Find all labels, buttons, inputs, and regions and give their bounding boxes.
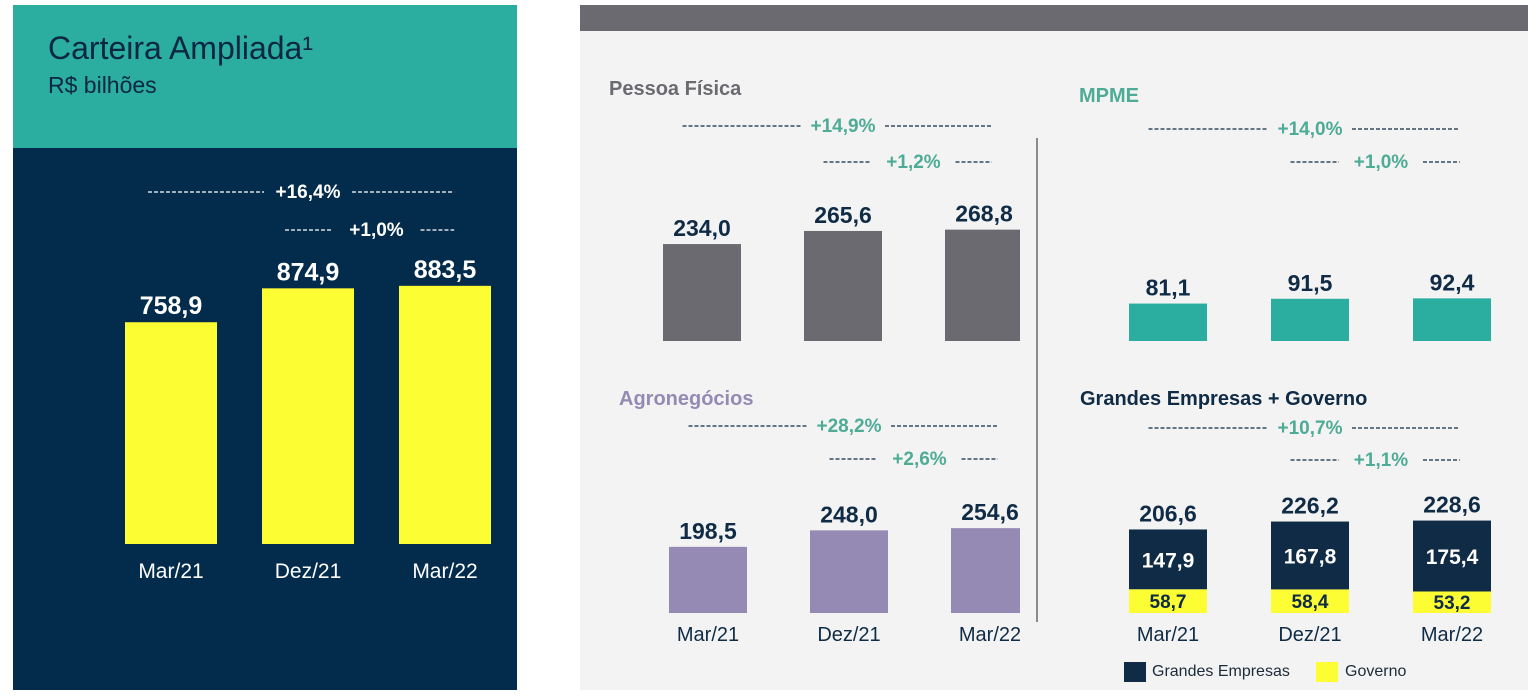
carteira-unit: R$ bilhões xyxy=(48,72,157,98)
category-label-carteira-0: Mar/21 xyxy=(138,560,203,583)
agro-title: Agronegócios xyxy=(619,388,754,410)
growth-label-gge-0: +10,7% xyxy=(1278,418,1343,439)
bar-label-governo-2: 53,2 xyxy=(1434,593,1471,614)
value-label-carteira-1: 874,9 xyxy=(277,258,340,286)
category-label-gge-0: Mar/21 xyxy=(1137,624,1199,646)
category-label-agro-2: Mar/22 xyxy=(959,624,1020,646)
growth-label-carteira-0: +16,4% xyxy=(276,182,341,203)
bar-grandes-empresas-1 xyxy=(1271,521,1349,590)
value-label-pf-0: 234,0 xyxy=(673,215,731,241)
growth-label-pf-0: +14,9% xyxy=(811,116,876,137)
value-label-mpme-2: 92,4 xyxy=(1430,269,1475,295)
value-label-carteira-2: 883,5 xyxy=(414,256,477,284)
value-label-mpme-1: 91,5 xyxy=(1288,270,1333,296)
growth-label-gge-1: +1,1% xyxy=(1354,450,1409,471)
growth-label-agro-1: +2,6% xyxy=(892,449,947,470)
bar-agro-2 xyxy=(951,528,1020,613)
bar-grandes-empresas-0 xyxy=(1129,529,1207,590)
segments-top-bar xyxy=(580,5,1528,31)
value-label-agro-1: 248,0 xyxy=(820,501,878,527)
bar-agro-0 xyxy=(669,546,747,613)
bar-governo-0 xyxy=(1129,589,1207,613)
value-label-pf-1: 265,6 xyxy=(814,202,872,228)
legend-label-governo: Governo xyxy=(1345,663,1407,680)
bar-agro-1 xyxy=(810,530,888,613)
pf-chart: 234,0 265,6 268,8 +14,9% +1,2% xyxy=(663,116,1020,341)
total-label-1: 226,2 xyxy=(1281,493,1339,519)
bar-label-governo-0: 58,7 xyxy=(1150,592,1187,613)
bar-carteira-0 xyxy=(125,322,217,544)
category-label-agro-0: Mar/21 xyxy=(677,624,739,646)
value-label-carteira-0: 758,9 xyxy=(140,292,203,320)
legend-swatch-governo xyxy=(1316,662,1338,682)
category-label-carteira-2: Mar/22 xyxy=(412,560,477,583)
bar-mpme-2 xyxy=(1413,298,1491,341)
agro-chart: 198,5 Mar/21 248,0 Dez/21 254,6 Mar/22 +28,2% +… xyxy=(669,416,1020,646)
bar-mpme-1 xyxy=(1271,298,1349,341)
category-label-gge-2: Mar/22 xyxy=(1421,624,1483,646)
bar-pf-1 xyxy=(804,230,882,341)
value-label-agro-0: 198,5 xyxy=(679,518,737,544)
category-label-carteira-1: Dez/21 xyxy=(275,560,342,583)
bar-label-governo-1: 58,4 xyxy=(1292,592,1329,613)
bar-governo-1 xyxy=(1271,589,1349,613)
growth-label-mpme-1: +1,0% xyxy=(1354,152,1409,173)
bar-label-grandes-empresas-0: 147,9 xyxy=(1142,549,1195,572)
legend-item-grandes-empresas: Grandes Empresas xyxy=(1124,661,1314,683)
legend-item-governo: Governo xyxy=(1316,661,1426,683)
growth-label-carteira-1: +1,0% xyxy=(349,220,404,241)
value-label-pf-2: 268,8 xyxy=(955,201,1013,227)
segments-divider xyxy=(1036,138,1038,622)
total-label-2: 228,6 xyxy=(1423,492,1481,518)
category-label-gge-1: Dez/21 xyxy=(1278,624,1341,646)
bar-grandes-empresas-2 xyxy=(1413,520,1491,592)
bar-pf-2 xyxy=(945,229,1020,341)
carteira-chart: 758,9 Mar/21 874,9 Dez/21 883,5 Mar/22 +16,4% +… xyxy=(125,182,491,583)
bar-label-grandes-empresas-1: 167,8 xyxy=(1284,545,1337,568)
pf-title: Pessoa Física xyxy=(609,78,742,100)
value-label-mpme-0: 81,1 xyxy=(1146,275,1191,301)
carteira-title: Carteira Ampliada¹ xyxy=(48,30,313,66)
growth-label-pf-1: +1,2% xyxy=(886,152,941,173)
bar-label-grandes-empresas-2: 175,4 xyxy=(1426,546,1479,569)
gge-title: Grandes Empresas + Governo xyxy=(1080,388,1368,410)
gge-chart: 58,7 147,9 206,6 Mar/21 58,4 167,8 226,2 Dez/21… xyxy=(1129,418,1491,646)
mpme-title: MPME xyxy=(1079,85,1139,107)
legend-label-grandes-empresas: Grandes Empresas xyxy=(1152,663,1290,680)
bar-mpme-0 xyxy=(1129,303,1207,341)
carteira-header-panel xyxy=(13,5,517,148)
category-label-agro-1: Dez/21 xyxy=(817,624,880,646)
mpme-chart: 81,1 91,5 92,4 +14,0% +1,0% xyxy=(1129,119,1491,341)
total-label-0: 206,6 xyxy=(1139,500,1197,526)
legend-swatch-grandes-empresas xyxy=(1124,662,1146,682)
bar-governo-2 xyxy=(1413,591,1491,613)
growth-label-mpme-0: +14,0% xyxy=(1278,119,1343,140)
growth-label-agro-0: +28,2% xyxy=(817,416,882,437)
bar-carteira-1 xyxy=(262,288,354,544)
value-label-agro-2: 254,6 xyxy=(961,499,1019,525)
bar-carteira-2 xyxy=(399,285,491,544)
bar-pf-0 xyxy=(663,244,741,341)
